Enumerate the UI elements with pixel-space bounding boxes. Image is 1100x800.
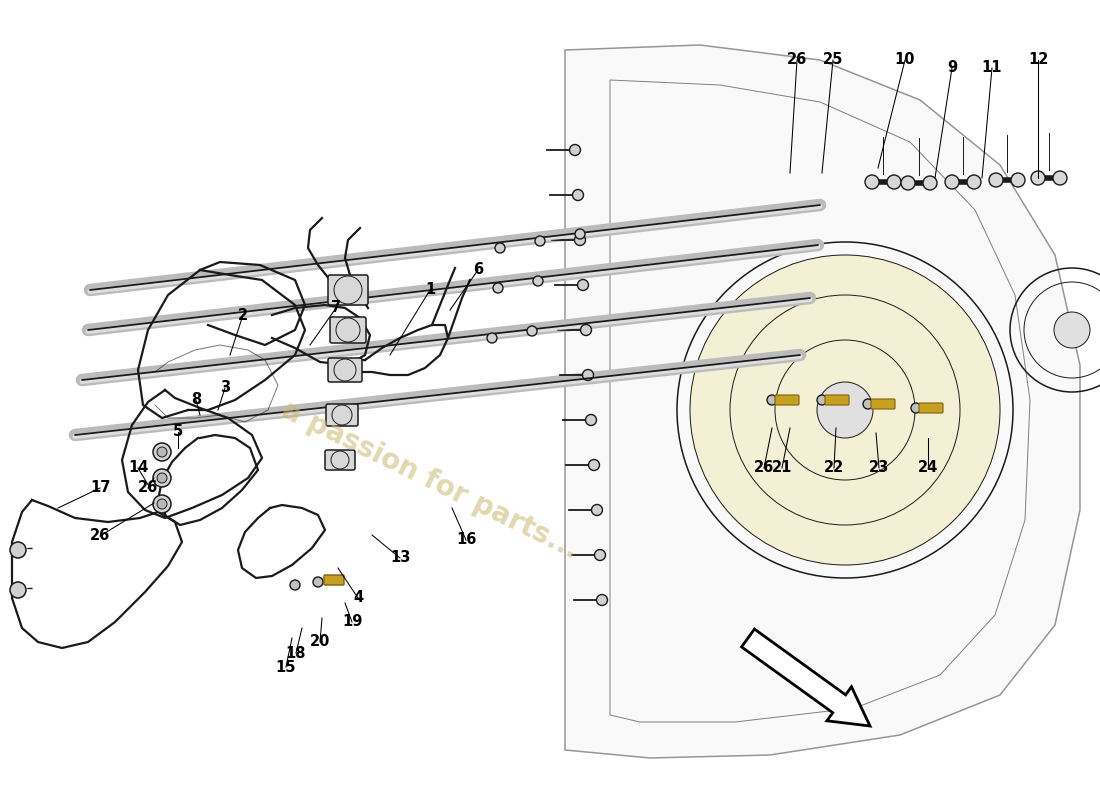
Circle shape <box>578 279 588 290</box>
Circle shape <box>157 499 167 509</box>
Text: 1: 1 <box>425 282 436 298</box>
Circle shape <box>290 580 300 590</box>
Circle shape <box>817 382 873 438</box>
Circle shape <box>901 176 915 190</box>
Text: 12: 12 <box>1027 53 1048 67</box>
Circle shape <box>157 447 167 457</box>
Circle shape <box>493 283 503 293</box>
FancyBboxPatch shape <box>326 404 358 426</box>
Text: 21: 21 <box>772 461 792 475</box>
Circle shape <box>487 333 497 343</box>
Circle shape <box>157 473 167 483</box>
Circle shape <box>817 395 827 405</box>
Text: 16: 16 <box>455 533 476 547</box>
Text: 10: 10 <box>894 53 915 67</box>
Circle shape <box>527 326 537 336</box>
Text: 23: 23 <box>869 461 889 475</box>
Circle shape <box>572 190 583 201</box>
Text: 17: 17 <box>90 481 110 495</box>
Circle shape <box>911 403 921 413</box>
Text: 20: 20 <box>310 634 330 650</box>
FancyBboxPatch shape <box>324 575 344 585</box>
FancyBboxPatch shape <box>324 450 355 470</box>
Text: 19: 19 <box>342 614 362 630</box>
Text: 13: 13 <box>389 550 410 566</box>
Circle shape <box>583 370 594 381</box>
Text: 9: 9 <box>947 61 957 75</box>
Circle shape <box>534 276 543 286</box>
Circle shape <box>865 175 879 189</box>
FancyBboxPatch shape <box>776 395 799 405</box>
FancyBboxPatch shape <box>918 403 943 413</box>
Polygon shape <box>565 45 1080 758</box>
Text: 18: 18 <box>286 646 306 661</box>
Circle shape <box>1054 312 1090 348</box>
Circle shape <box>570 145 581 155</box>
Text: 15: 15 <box>276 659 296 674</box>
Circle shape <box>10 582 26 598</box>
Text: 3: 3 <box>220 381 230 395</box>
Circle shape <box>153 443 170 461</box>
Circle shape <box>596 594 607 606</box>
Text: 26: 26 <box>786 53 807 67</box>
Circle shape <box>10 542 26 558</box>
Circle shape <box>864 399 873 409</box>
Text: 11: 11 <box>981 61 1002 75</box>
Circle shape <box>923 176 937 190</box>
Text: 6: 6 <box>473 262 483 278</box>
Circle shape <box>575 229 585 239</box>
Circle shape <box>495 243 505 253</box>
Circle shape <box>314 577 323 587</box>
Circle shape <box>153 495 170 513</box>
Text: 22: 22 <box>824 461 844 475</box>
Text: 25: 25 <box>823 53 844 67</box>
FancyArrow shape <box>741 629 870 726</box>
Circle shape <box>1011 173 1025 187</box>
Text: 26: 26 <box>90 529 110 543</box>
Circle shape <box>574 234 585 246</box>
Text: 8: 8 <box>191 393 201 407</box>
Circle shape <box>581 325 592 335</box>
FancyBboxPatch shape <box>328 275 369 305</box>
Text: 26: 26 <box>138 481 158 495</box>
Circle shape <box>592 505 603 515</box>
Circle shape <box>887 175 901 189</box>
Text: 24: 24 <box>917 461 938 475</box>
Circle shape <box>690 255 1000 565</box>
FancyBboxPatch shape <box>871 399 895 409</box>
Circle shape <box>594 550 605 561</box>
Circle shape <box>767 395 777 405</box>
Text: 5: 5 <box>173 425 183 439</box>
Circle shape <box>989 173 1003 187</box>
Text: 2: 2 <box>238 307 249 322</box>
Circle shape <box>535 236 544 246</box>
Text: 7: 7 <box>331 301 341 315</box>
Circle shape <box>153 469 170 487</box>
Text: 4: 4 <box>353 590 363 606</box>
Circle shape <box>967 175 981 189</box>
Circle shape <box>1031 171 1045 185</box>
Text: 26: 26 <box>754 461 774 475</box>
FancyBboxPatch shape <box>825 395 849 405</box>
Text: a passion for parts...: a passion for parts... <box>277 396 583 564</box>
Text: 14: 14 <box>128 461 148 475</box>
Circle shape <box>588 459 600 470</box>
FancyBboxPatch shape <box>330 317 366 343</box>
Circle shape <box>945 175 959 189</box>
Circle shape <box>585 414 596 426</box>
Circle shape <box>1053 171 1067 185</box>
FancyBboxPatch shape <box>328 358 362 382</box>
